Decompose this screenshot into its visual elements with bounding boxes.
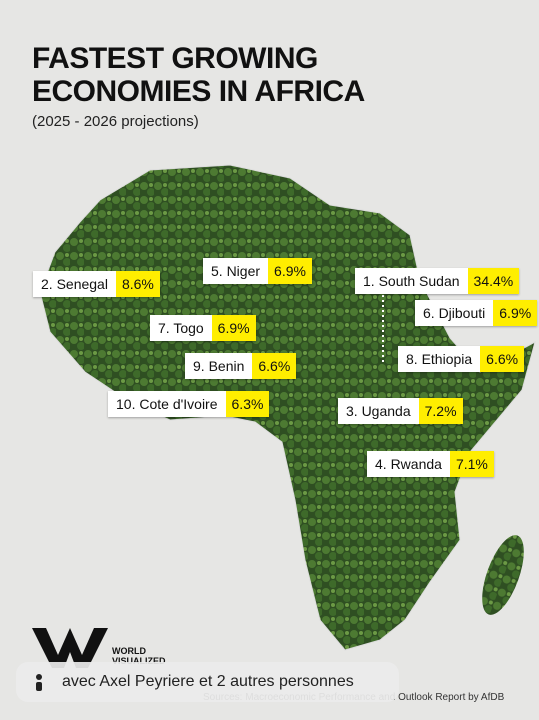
country-label: 10. Cote d'Ivoire 6.3% bbox=[108, 391, 270, 417]
country-name: 3. Uganda bbox=[338, 398, 419, 424]
growth-value: 6.9% bbox=[268, 258, 312, 284]
growth-value: 8.6% bbox=[115, 271, 160, 297]
country-label: 3. Uganda 7.2% bbox=[338, 398, 463, 424]
country-label: 6. Djibouti 6.9% bbox=[415, 300, 538, 326]
madagascar-shape bbox=[482, 535, 524, 615]
growth-value: 7.2% bbox=[418, 398, 463, 424]
country-name: 7. Togo bbox=[150, 315, 212, 341]
country-label: 4. Rwanda 7.1% bbox=[367, 451, 494, 477]
logo-mark bbox=[32, 628, 108, 668]
country-label: 9. Benin 6.6% bbox=[185, 353, 297, 379]
country-label: 8. Ethiopia 6.6% bbox=[398, 346, 525, 372]
country-name: 5. Niger bbox=[203, 258, 269, 284]
country-name: 8. Ethiopia bbox=[398, 346, 481, 372]
brand-name: WORLD VISUALIZED bbox=[112, 646, 166, 666]
mention-text: avec Axel Peyriere et 2 autres personnes bbox=[62, 673, 354, 690]
country-name: 10. Cote d'Ivoire bbox=[108, 391, 226, 417]
growth-value: 6.6% bbox=[252, 353, 297, 379]
title-line: FASTEST GROWING bbox=[32, 42, 318, 75]
mention-bar[interactable]: avec Axel Peyriere et 2 autres personnes bbox=[16, 662, 399, 702]
growth-value: 6.9% bbox=[211, 315, 256, 341]
growth-value: 6.6% bbox=[480, 346, 525, 372]
country-name: 9. Benin bbox=[185, 353, 253, 379]
country-name: 1. South Sudan bbox=[355, 268, 468, 294]
growth-value: 6.3% bbox=[225, 391, 270, 417]
person-icon bbox=[36, 674, 42, 691]
title: FASTEST GROWING ECONOMIES IN AFRICA bbox=[32, 42, 365, 108]
title-line: ECONOMIES IN AFRICA bbox=[32, 75, 365, 108]
country-name: 2. Senegal bbox=[33, 271, 116, 297]
brand-line: WORLD bbox=[112, 646, 146, 656]
growth-value: 7.1% bbox=[449, 451, 494, 477]
country-name: 6. Djibouti bbox=[415, 300, 494, 326]
subtitle: (2025 - 2026 projections) bbox=[32, 113, 199, 130]
growth-value: 34.4% bbox=[467, 268, 520, 294]
country-label: 1. South Sudan 34.4% bbox=[355, 268, 520, 294]
country-label: 2. Senegal 8.6% bbox=[33, 271, 160, 297]
country-name: 4. Rwanda bbox=[367, 451, 450, 477]
growth-value: 6.9% bbox=[493, 300, 538, 326]
brand-line: VISUALIZED bbox=[112, 656, 166, 666]
country-label: 5. Niger 6.9% bbox=[203, 258, 312, 284]
country-label: 7. Togo 6.9% bbox=[150, 315, 256, 341]
